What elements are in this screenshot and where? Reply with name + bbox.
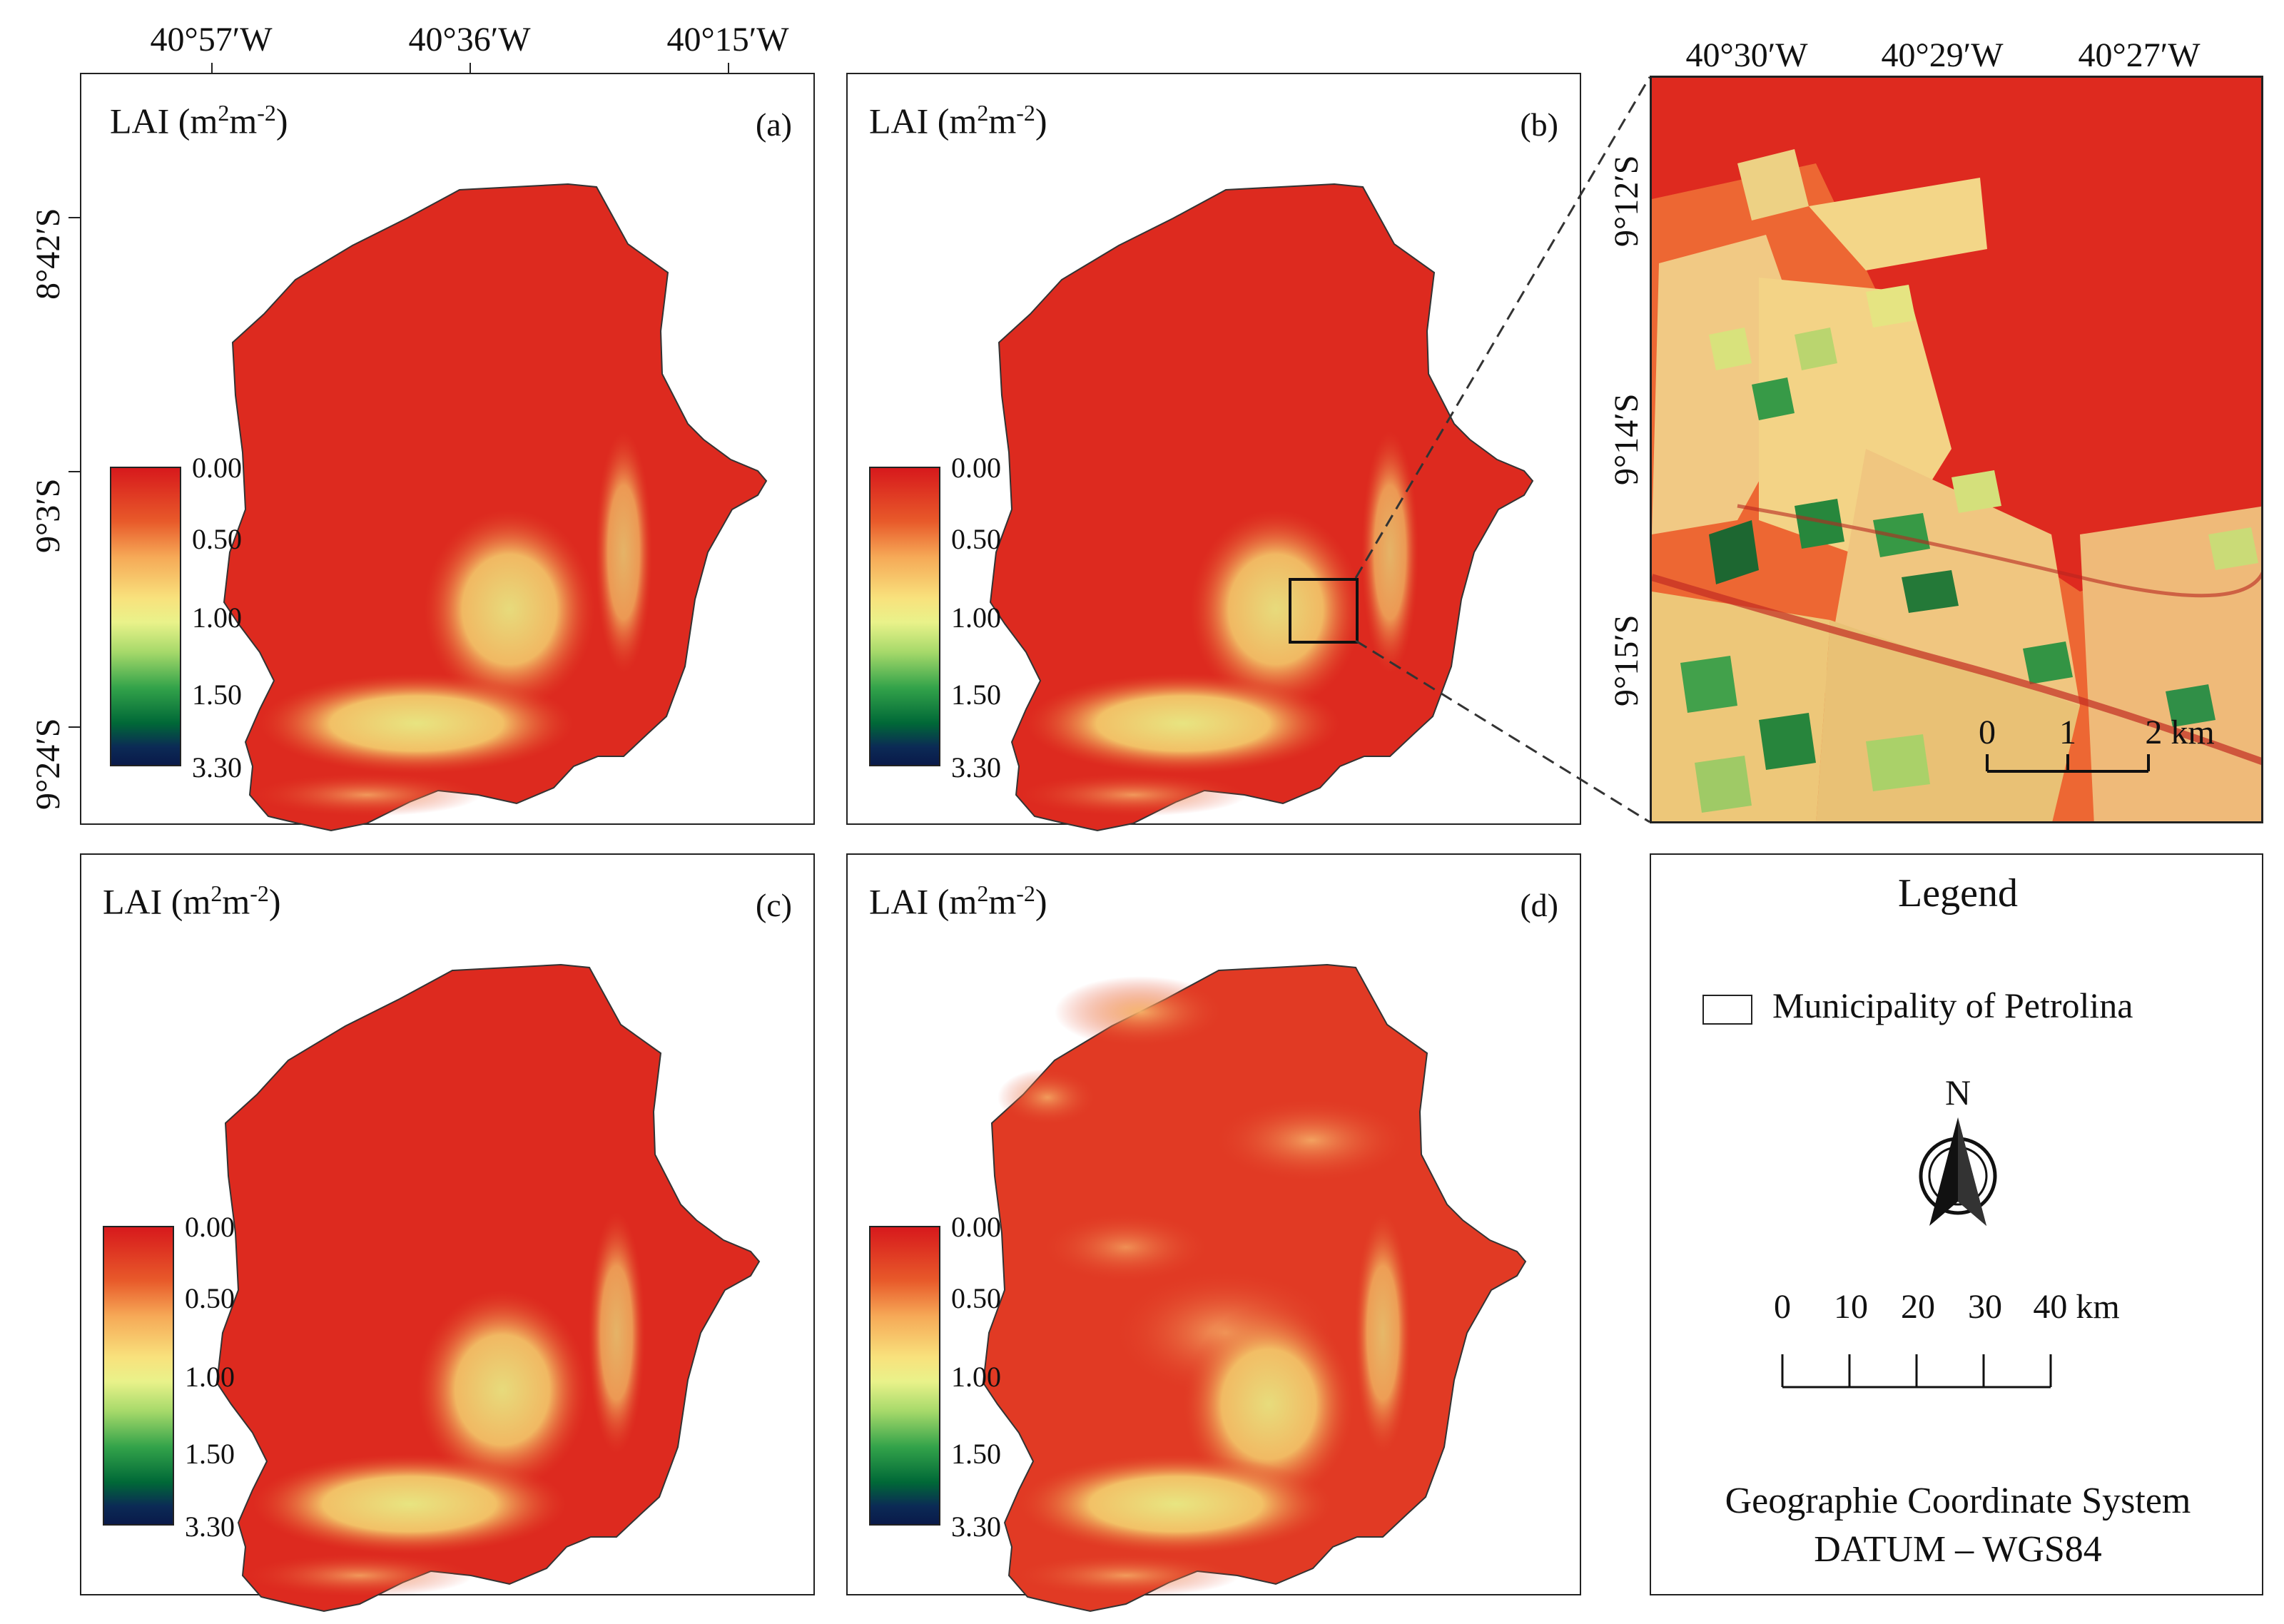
panel-c-cbar-1: 0.50: [185, 1282, 235, 1314]
top-tick-3: [728, 63, 729, 76]
panel-b-zoom-box: [1289, 578, 1359, 644]
panel-d-cbar-2: 1.00: [951, 1361, 1001, 1393]
panel-d-colorbar: [869, 1226, 940, 1526]
inset-zoom-map: 0 1 2 km: [1650, 76, 2263, 823]
legend-scale-40: 40 km: [2033, 1288, 2120, 1326]
panel-c-region-map: [216, 964, 760, 1612]
left-tick-3: [68, 726, 81, 728]
panel-a-cbar-3: 1.50: [192, 679, 242, 711]
map-panel-d: LAI (m2m-2) (d) 0.00 0.50 1.00 1.50 3.30: [846, 853, 1581, 1612]
panel-a-cbar-0: 0.00: [192, 452, 242, 484]
panel-c-cbar-4: 3.30: [185, 1511, 235, 1543]
panel-a-cbar-2: 1.00: [192, 602, 242, 634]
top-axis-label-1: 40°57′W: [150, 21, 273, 59]
panel-a-colorbar: [110, 467, 181, 766]
map-panel-c: LAI (m2m-2) (c) 0.00 0.50 1.00 1.50 3.30: [80, 853, 815, 1612]
inset-scale-2: 2 km: [2145, 714, 2215, 751]
legend-panel: Legend Municipality of Petrolina N 0 10 …: [1650, 853, 2263, 1595]
panel-b-colorbar: [869, 467, 940, 766]
panel-b-cbar-2: 1.00: [951, 602, 1001, 634]
top-tick-1: [211, 63, 213, 76]
coord-system-line1: Geographie Coordinate System: [1725, 1481, 2191, 1521]
inset-top-label-3: 40°27′W: [2078, 36, 2201, 74]
north-arrow-icon: [1919, 1117, 1997, 1226]
inset-scale-0: 0: [1979, 714, 1996, 751]
inset-scale-1: 1: [2059, 714, 2076, 751]
left-tick-2: [68, 471, 81, 472]
panel-d-title: LAI (m2m-2): [869, 880, 1047, 922]
coord-system-line2: DATUM – WGS84: [1814, 1529, 2102, 1570]
panel-a-title: LAI (m2m-2): [110, 100, 288, 141]
north-label: N: [1945, 1072, 1971, 1112]
panel-b-cbar-4: 3.30: [951, 751, 1001, 783]
inset-landcover: [1652, 78, 2261, 821]
legend-scale-30: 30: [1968, 1288, 2002, 1326]
map-panel-a: LAI (m2m-2) (a) 0.00 0.50 1.00 1.50 3.30: [80, 73, 815, 831]
legend-title: Legend: [1898, 871, 2018, 915]
top-axis-label-2: 40°36′W: [408, 21, 531, 59]
inset-left-label-1: 9°12′S: [1608, 155, 1645, 247]
panel-a-cbar-4: 3.30: [192, 751, 242, 783]
panel-b-cbar-0: 0.00: [951, 452, 1001, 484]
map-panel-b: LAI (m2m-2) (b) 0.00 0.50 1.00 1.50 3.30: [846, 73, 1581, 831]
panel-c-cbar-2: 1.00: [185, 1361, 235, 1393]
panel-d-cbar-1: 0.50: [951, 1282, 1001, 1314]
panel-d-cbar-3: 1.50: [951, 1438, 1001, 1470]
inset-left-label-3: 9°15′S: [1608, 614, 1645, 706]
panel-a-region-map: [223, 183, 767, 831]
panel-a-label: (a): [755, 106, 792, 143]
left-tick-1: [68, 217, 81, 218]
panel-b-cbar-1: 0.50: [951, 523, 1001, 555]
panel-d-region-map: [983, 964, 1526, 1612]
panel-a-cbar-1: 0.50: [192, 523, 242, 555]
panel-b-cbar-3: 1.50: [951, 679, 1001, 711]
municipality-swatch: [1702, 995, 1752, 1025]
legend-scale-0: 0: [1774, 1288, 1791, 1326]
panel-d-cbar-0: 0.00: [951, 1211, 1001, 1243]
legend-scale-bar: [1781, 1354, 2052, 1389]
panel-b-region-map: [990, 183, 1533, 831]
inset-left-label-2: 9°14′S: [1608, 393, 1645, 485]
panel-c-title: LAI (m2m-2): [103, 880, 281, 922]
panel-c-cbar-3: 1.50: [185, 1438, 235, 1470]
panel-d-label: (d): [1520, 887, 1558, 923]
top-tick-2: [470, 63, 471, 76]
panel-c-colorbar: [103, 1226, 174, 1526]
panel-b-title: LAI (m2m-2): [869, 100, 1047, 141]
panel-c-cbar-0: 0.00: [185, 1211, 235, 1243]
panel-d-cbar-4: 3.30: [951, 1511, 1001, 1543]
inset-top-label-1: 40°30′W: [1685, 36, 1808, 74]
top-axis-label-3: 40°15′W: [666, 21, 789, 59]
inset-top-label-2: 40°29′W: [1881, 36, 2004, 74]
panel-c-label: (c): [755, 887, 792, 923]
panel-b-label: (b): [1520, 106, 1558, 143]
legend-scale-10: 10: [1834, 1288, 1868, 1326]
legend-scale-20: 20: [1901, 1288, 1935, 1326]
legend-item-municipality: Municipality of Petrolina: [1772, 985, 2133, 1025]
